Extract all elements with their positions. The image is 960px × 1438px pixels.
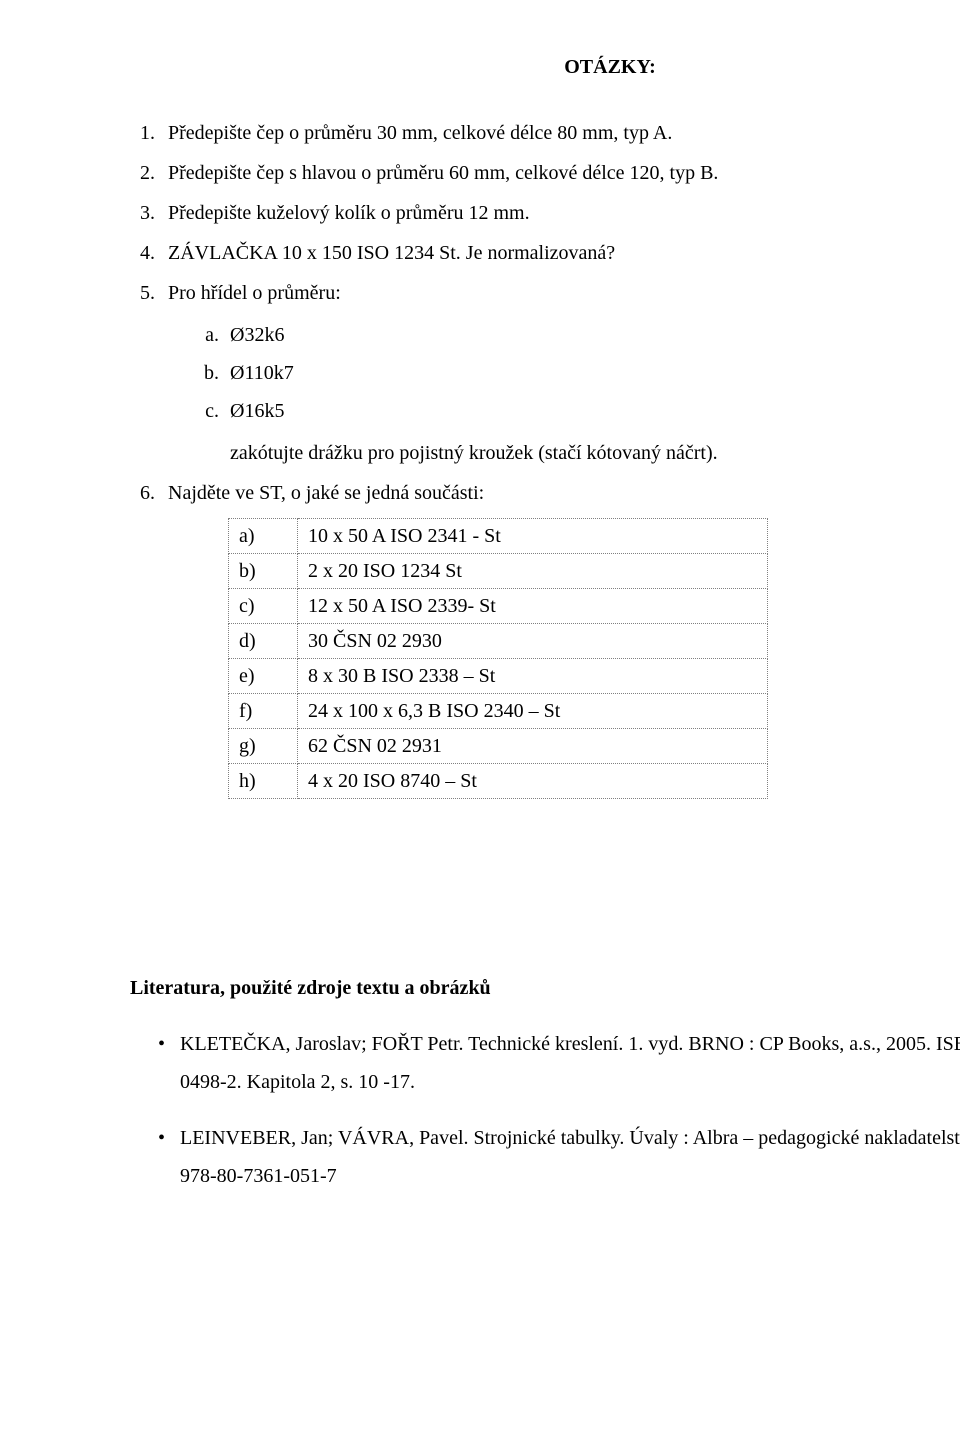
reference-item: KLETEČKA, Jaroslav; FOŘT Petr. Technické… (158, 1025, 960, 1101)
question-item: Předepište čep s hlavou o průměru 60 mm,… (160, 154, 960, 192)
row-value: 10 x 50 A ISO 2341 - St (298, 519, 768, 554)
sub-option-list: Ø32k6 Ø110k7 Ø16k5 (168, 316, 960, 430)
sub-option: Ø110k7 (224, 354, 960, 392)
reference-list: KLETEČKA, Jaroslav; FOŘT Petr. Technické… (130, 1025, 960, 1195)
row-label: c) (229, 589, 298, 624)
sub-option: Ø32k6 (224, 316, 960, 354)
question-item: Pro hřídel o průměru: Ø32k6 Ø110k7 Ø16k5… (160, 274, 960, 472)
row-value: 62 ČSN 02 2931 (298, 729, 768, 764)
row-label: d) (229, 624, 298, 659)
question-item: ZÁVLAČKA 10 x 150 ISO 1234 St. Je normal… (160, 234, 960, 272)
question-list: Předepište čep o průměru 30 mm, celkové … (130, 114, 960, 799)
parts-table: a) 10 x 50 A ISO 2341 - St b) 2 x 20 ISO… (228, 518, 768, 799)
row-value: 12 x 50 A ISO 2339- St (298, 589, 768, 624)
table-row: f) 24 x 100 x 6,3 B ISO 2340 – St (229, 694, 768, 729)
question-text: Pro hřídel o průměru: (168, 282, 341, 304)
row-label: h) (229, 764, 298, 799)
table-row: c) 12 x 50 A ISO 2339- St (229, 589, 768, 624)
row-label: b) (229, 554, 298, 589)
question-item: Předepište kuželový kolík o průměru 12 m… (160, 194, 960, 232)
question-item: Najděte ve ST, o jaké se jedná součásti:… (160, 474, 960, 799)
row-value: 8 x 30 B ISO 2338 – St (298, 659, 768, 694)
table-row: e) 8 x 30 B ISO 2338 – St (229, 659, 768, 694)
row-label: a) (229, 519, 298, 554)
row-value: 2 x 20 ISO 1234 St (298, 554, 768, 589)
question-item: Předepište čep o průměru 30 mm, celkové … (160, 114, 960, 152)
row-label: e) (229, 659, 298, 694)
sub-note: zakótujte drážku pro pojistný kroužek (s… (224, 434, 960, 472)
table-row: h) 4 x 20 ISO 8740 – St (229, 764, 768, 799)
row-label: g) (229, 729, 298, 764)
table-row: a) 10 x 50 A ISO 2341 - St (229, 519, 768, 554)
reference-item: LEINVEBER, Jan; VÁVRA, Pavel. Strojnické… (158, 1119, 960, 1195)
row-value: 4 x 20 ISO 8740 – St (298, 764, 768, 799)
table-row: g) 62 ČSN 02 2931 (229, 729, 768, 764)
sub-option: Ø16k5 (224, 392, 960, 430)
question-text: Najděte ve ST, o jaké se jedná součásti: (168, 482, 484, 504)
page-title: OTÁZKY: (130, 48, 960, 86)
row-value: 30 ČSN 02 2930 (298, 624, 768, 659)
row-value: 24 x 100 x 6,3 B ISO 2340 – St (298, 694, 768, 729)
row-label: f) (229, 694, 298, 729)
table-row: b) 2 x 20 ISO 1234 St (229, 554, 768, 589)
table-row: d) 30 ČSN 02 2930 (229, 624, 768, 659)
literature-heading: Literatura, použité zdroje textu a obráz… (130, 969, 960, 1007)
